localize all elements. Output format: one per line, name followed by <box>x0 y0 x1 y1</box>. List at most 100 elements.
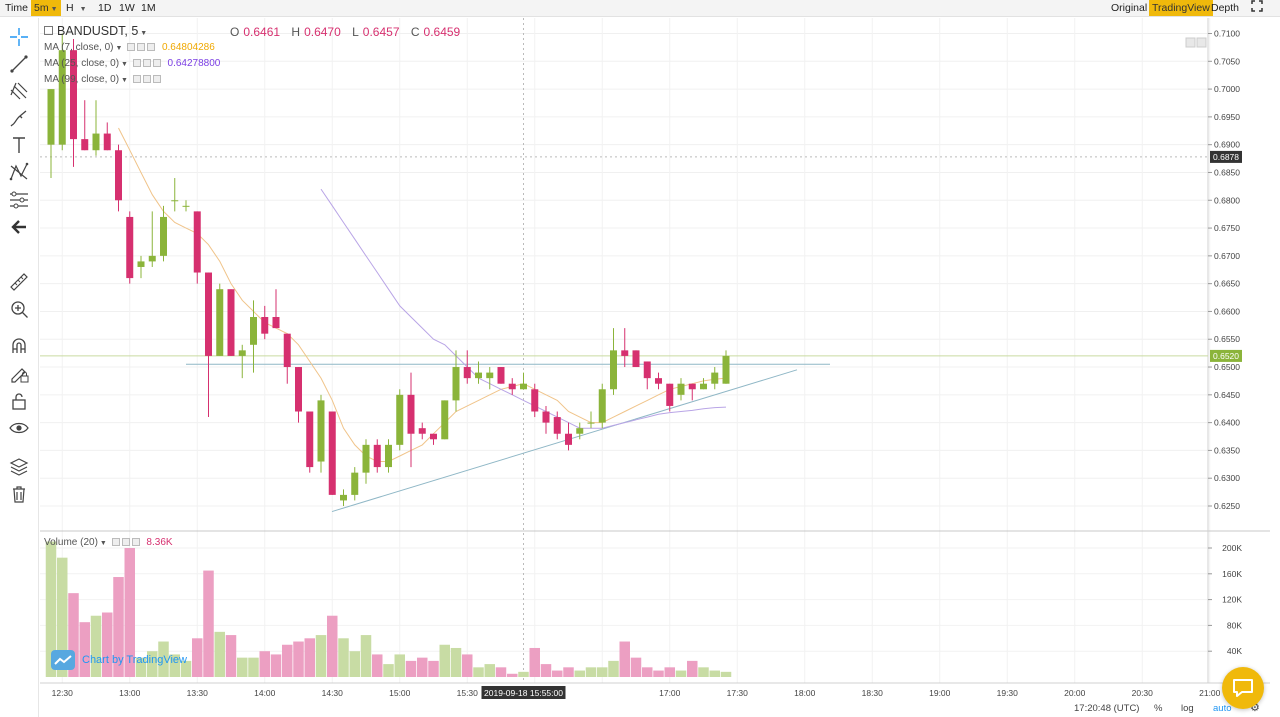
candle <box>441 400 449 440</box>
gear-icon[interactable]: ⚙ <box>1250 702 1260 714</box>
ma25-line <box>320 188 727 429</box>
candle <box>475 361 482 384</box>
percent-toggle[interactable]: % <box>1154 703 1163 714</box>
candle <box>610 328 617 395</box>
close-icon[interactable] <box>131 538 140 546</box>
eye-icon[interactable] <box>132 59 141 67</box>
fullscreen-icon[interactable] <box>1248 0 1266 16</box>
volume-tick-label: 40K <box>1227 646 1242 656</box>
volume-bar <box>462 654 473 677</box>
volume-bar <box>79 622 90 677</box>
eye-icon[interactable] <box>132 75 141 83</box>
candle <box>272 289 280 329</box>
close-icon[interactable] <box>152 75 161 83</box>
volume-bar <box>574 670 585 677</box>
ma7-legend[interactable]: MA (7, close, 0) ▼ 0.64804286 <box>44 42 215 53</box>
volume-tick-label: 160K <box>1222 569 1242 579</box>
collapse-icon[interactable] <box>44 26 53 35</box>
settings-icon[interactable] <box>142 75 151 83</box>
candle-body <box>148 255 156 262</box>
settings-icon[interactable] <box>137 43 146 51</box>
arrow-left-icon[interactable] <box>8 216 30 238</box>
top-toolbar: Time 5m ▼ H ▼ 1D 1W 1M Original TradingVie… <box>0 0 1280 17</box>
pattern-icon[interactable] <box>8 161 30 183</box>
tradingview-logo[interactable] <box>51 650 75 670</box>
candle <box>250 300 257 373</box>
ohlc-close: C 0.6459 <box>410 25 461 39</box>
eye-icon[interactable] <box>127 43 136 51</box>
price-badge-label: 0.6878 <box>1213 152 1239 162</box>
time-tick-label: 15:00 <box>389 688 411 698</box>
view-depth-tab[interactable]: Depth <box>1211 2 1240 14</box>
interval-1m-button[interactable]: 1M <box>141 2 156 14</box>
crosshair-icon[interactable] <box>8 26 30 48</box>
volume-bar <box>135 657 147 677</box>
candle <box>711 367 719 390</box>
candle <box>396 389 404 451</box>
watermark-link[interactable]: Chart by TradingView <box>82 654 187 666</box>
layers-icon[interactable] <box>8 455 30 477</box>
brush-icon[interactable] <box>8 107 30 129</box>
ma7-label: MA (7, close, 0) <box>44 42 114 53</box>
interval-1d-button[interactable]: 1D <box>98 2 112 14</box>
volume-legend[interactable]: Volume (20) ▼ 8.36K <box>44 537 173 548</box>
trash-icon[interactable] <box>8 483 30 505</box>
interval-h-button[interactable]: H ▼ <box>63 0 93 16</box>
volume-bar <box>180 660 192 677</box>
candle <box>497 367 505 384</box>
eye-icon[interactable] <box>111 538 120 546</box>
lock-drawing-icon[interactable] <box>8 362 30 384</box>
price-tick-label: 0.7100 <box>1214 29 1240 39</box>
volume-bar <box>540 664 552 677</box>
candle-body <box>430 433 437 440</box>
symbol-legend[interactable]: BANDUSDT, 5 ▼ <box>44 24 153 38</box>
log-toggle[interactable]: log <box>1181 703 1194 714</box>
price-tick-label: 0.6250 <box>1214 501 1240 511</box>
candle-body <box>655 378 662 384</box>
ma25-legend[interactable]: MA (25, close, 0) ▼ 0.64278800 <box>44 58 221 69</box>
view-original-tab[interactable]: Original <box>1111 2 1148 14</box>
zoom-in-icon[interactable] <box>8 298 30 320</box>
time-tick-label: 14:30 <box>322 688 344 698</box>
settings-icon[interactable] <box>142 59 151 67</box>
prediction-icon[interactable] <box>8 188 30 210</box>
time-label: Time <box>5 2 28 14</box>
volume-bar <box>450 647 462 677</box>
candle <box>148 211 156 267</box>
candle-body <box>621 350 629 356</box>
auto-toggle[interactable]: auto <box>1213 703 1232 714</box>
candle <box>205 272 212 418</box>
pitchfork-icon[interactable] <box>8 80 30 102</box>
volume-bar <box>248 657 259 677</box>
ruler-icon[interactable] <box>8 271 30 293</box>
lock-icon[interactable] <box>8 390 30 412</box>
close-icon[interactable] <box>152 59 161 67</box>
volume-bars <box>45 541 732 677</box>
price-tick-label: 0.6850 <box>1214 167 1240 177</box>
interval-5m-label: 5m <box>34 2 49 14</box>
settings-icon[interactable] <box>121 538 130 546</box>
candle <box>362 439 370 484</box>
candle-body <box>497 367 505 384</box>
interval-5m-button[interactable]: 5m ▼ <box>31 0 61 16</box>
trend-line-icon[interactable] <box>8 53 30 75</box>
candle <box>463 350 471 384</box>
interval-1w-button[interactable]: 1W <box>119 2 135 14</box>
view-tradingview-tab[interactable]: TradingView <box>1149 0 1213 16</box>
candle-body <box>508 383 516 390</box>
candle-body <box>283 333 291 368</box>
candle-body <box>58 50 66 145</box>
candle-body <box>103 133 111 151</box>
price-tick-label: 0.6400 <box>1214 418 1240 428</box>
candle <box>317 394 325 473</box>
ma99-legend[interactable]: MA (99, close, 0) ▼ <box>44 74 161 85</box>
chat-button[interactable] <box>1222 667 1264 709</box>
text-icon[interactable] <box>8 134 30 156</box>
candle-body <box>643 361 651 379</box>
candle-body <box>418 428 426 434</box>
eye-icon[interactable] <box>8 417 30 439</box>
close-icon[interactable] <box>147 43 156 51</box>
candle-body <box>115 150 122 201</box>
magnet-icon[interactable] <box>8 335 30 357</box>
